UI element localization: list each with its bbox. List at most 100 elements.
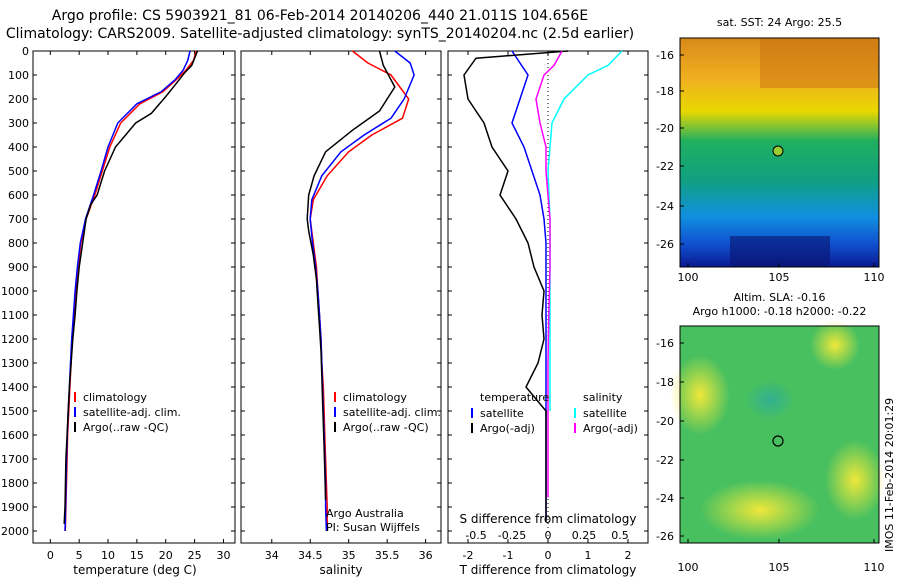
- sla-lat-tick-label: -22: [656, 454, 674, 467]
- x-tick-label: 0: [47, 549, 54, 562]
- s-diff-tick-label: 0: [545, 529, 552, 542]
- sst-cold-patch: [730, 236, 830, 267]
- difference-xlabel: T difference from climatology: [459, 563, 637, 577]
- x-tick-label: 25: [188, 549, 202, 562]
- series-line-argo-raw-qc-: [306, 50, 396, 500]
- salinity-difference-label: S difference from climatology: [459, 512, 637, 526]
- depth-tick-label: 1600: [1, 429, 29, 442]
- x-tick-label: 35: [342, 549, 356, 562]
- credit-line1: Argo Australia: [326, 507, 404, 520]
- sst-lon-tick-label: 100: [678, 271, 699, 284]
- depth-tick-label: 200: [8, 93, 29, 106]
- legend-label: satellite-adj. clim.: [343, 406, 441, 419]
- x-tick-label: 5: [76, 549, 83, 562]
- x-tick-label: -1: [503, 549, 514, 562]
- sla-lon-tick-label: 110: [864, 561, 885, 574]
- legend-group-salinity: salinity: [583, 391, 623, 404]
- temperature-xlabel: temperature (deg C): [73, 563, 197, 577]
- sst-lat-tick-label: -16: [656, 49, 674, 62]
- depth-tick-label: 1000: [1, 285, 29, 298]
- legend-label: climatology: [343, 391, 407, 404]
- sla-map-title-line2: Argo h1000: -0.18 h2000: -0.22: [692, 305, 867, 318]
- depth-tick-label: 600: [8, 189, 29, 202]
- series-line-salinity-argo-adj-: [535, 50, 563, 498]
- sst-lon-tick-label: 105: [769, 271, 790, 284]
- sla-lat-tick-label: -18: [656, 376, 674, 389]
- sla-lat-tick-label: -20: [656, 415, 674, 428]
- x-tick-label: 35.5: [375, 549, 400, 562]
- x-tick-label: 36: [419, 549, 433, 562]
- x-tick-label: 34.5: [298, 549, 323, 562]
- salinity-xlabel: salinity: [319, 563, 363, 577]
- depth-tick-label: 300: [8, 117, 29, 130]
- depth-tick-label: 1400: [1, 381, 29, 394]
- sst-map: [679, 37, 880, 268]
- depth-tick-label: 800: [8, 237, 29, 250]
- sst-lat-tick-label: -20: [656, 122, 674, 135]
- x-tick-label: 10: [101, 549, 115, 562]
- sla-high-patch: [670, 355, 730, 435]
- sla-map-title-line1: Altim. SLA: -0.16: [733, 291, 826, 304]
- legend-label: Argo(..raw -QC): [83, 421, 169, 434]
- series-line-argo-raw-qc-: [63, 50, 199, 524]
- sla-lat-tick-label: -24: [656, 492, 674, 505]
- legend-label: Argo(-adj): [480, 422, 535, 435]
- series-line-temperature-satellite: [511, 50, 547, 522]
- sst-lat-tick-label: -24: [656, 200, 674, 213]
- sla-lat-tick-label: -26: [656, 530, 674, 543]
- series-line-satellite-adj-clim-: [64, 50, 191, 532]
- s-diff-tick-label: -0.5: [465, 529, 486, 542]
- s-diff-tick-label: 0.25: [572, 529, 597, 542]
- x-tick-label: 1: [585, 549, 592, 562]
- depth-tick-label: 1100: [1, 309, 29, 322]
- depth-tick-label: 1500: [1, 405, 29, 418]
- credit-line2: PI: Susan Wijffels: [326, 521, 420, 534]
- legend-label: satellite-adj. clim.: [83, 406, 181, 419]
- legend-label: climatology: [83, 391, 147, 404]
- chart-title-line1: Argo profile: CS 5903921_81 06-Feb-2014 …: [51, 8, 589, 24]
- sst-argo-location-marker: [772, 145, 784, 157]
- x-tick-label: 2: [625, 549, 632, 562]
- depth-tick-label: 0: [22, 45, 29, 58]
- sst-map-title: sat. SST: 24 Argo: 25.5: [716, 16, 843, 29]
- imos-timestamp: IMOS 11-Feb-2014 20:01:29: [883, 397, 896, 552]
- legend-label: Argo(..raw -QC): [343, 421, 429, 434]
- depth-tick-label: 1800: [1, 477, 29, 490]
- depth-tick-label: 1200: [1, 333, 29, 346]
- legend-group-temperature: temperature: [480, 391, 549, 404]
- x-tick-label: 20: [159, 549, 173, 562]
- depth-tick-label: 400: [8, 141, 29, 154]
- depth-tick-label: 100: [8, 69, 29, 82]
- sst-lat-tick-label: -22: [656, 160, 674, 173]
- x-tick-label: 0: [545, 549, 552, 562]
- x-tick-label: 15: [130, 549, 144, 562]
- sst-warm-patch: [760, 38, 879, 88]
- legend-label: satellite: [583, 407, 627, 420]
- sla-lon-tick-label: 105: [769, 561, 790, 574]
- sla-high-patch: [825, 440, 885, 520]
- depth-tick-label: 1900: [1, 501, 29, 514]
- x-tick-label: 30: [216, 549, 230, 562]
- sla-argo-location-marker: [772, 435, 784, 447]
- depth-tick-label: 1700: [1, 453, 29, 466]
- s-diff-tick-label: 0.5: [611, 529, 629, 542]
- sla-lon-tick-label: 100: [678, 561, 699, 574]
- sla-lat-tick-label: -16: [656, 337, 674, 350]
- s-diff-tick-label: -0.25: [498, 529, 526, 542]
- series-line-climatology: [64, 50, 198, 532]
- sla-map: [670, 320, 885, 544]
- chart-title-line2: Climatology: CARS2009. Satellite-adjuste…: [5, 26, 635, 42]
- series-line-temperature-argo-adj-: [463, 50, 569, 522]
- plot-frame: [32, 50, 236, 544]
- depth-tick-label: 2000: [1, 525, 29, 538]
- plot-frame: [240, 50, 442, 544]
- legend-label: satellite: [480, 407, 524, 420]
- series-line-salinity-satellite: [547, 50, 623, 411]
- depth-tick-label: 1300: [1, 357, 29, 370]
- depth-tick-label: 900: [8, 261, 29, 274]
- depth-tick-label: 700: [8, 213, 29, 226]
- sla-low-patch: [745, 380, 795, 420]
- sla-high-patch: [700, 480, 820, 540]
- sla-high-patch: [810, 320, 860, 370]
- depth-tick-label: 500: [8, 165, 29, 178]
